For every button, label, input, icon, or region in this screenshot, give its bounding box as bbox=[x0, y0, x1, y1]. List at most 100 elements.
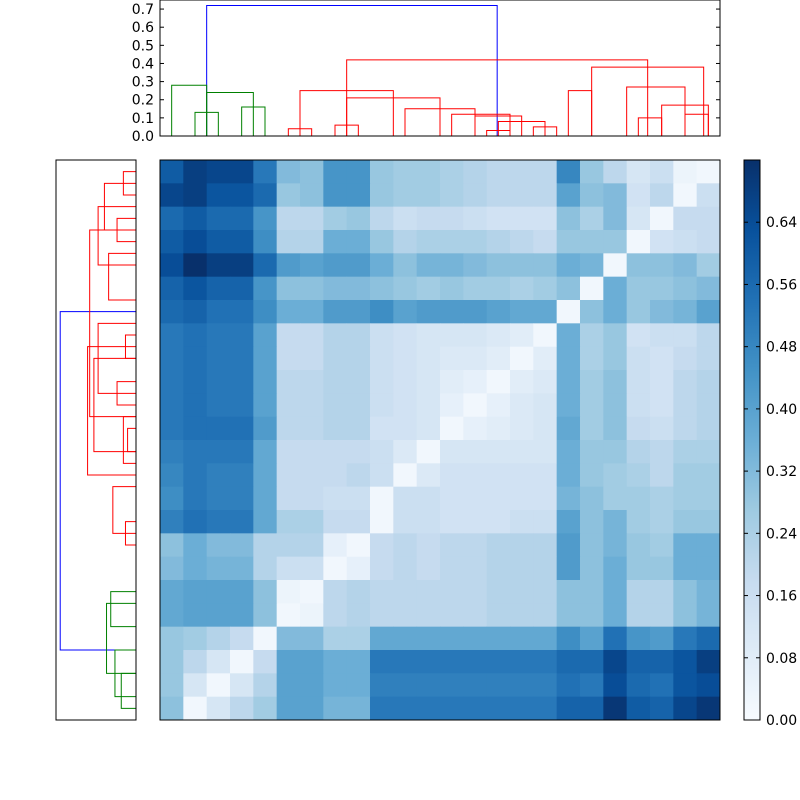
heatmap-cell bbox=[160, 556, 184, 581]
heatmap-cell bbox=[300, 486, 324, 511]
heatmap-cell bbox=[393, 696, 418, 721]
top-dendrogram-link bbox=[171, 84, 208, 136]
colorbar-tick-label: 0.16 bbox=[766, 589, 797, 605]
heatmap-cell bbox=[276, 603, 301, 628]
heatmap-cell bbox=[556, 276, 581, 301]
colorbar-tick-label: 0.32 bbox=[766, 464, 797, 480]
heatmap-cell bbox=[160, 463, 184, 488]
heatmap-cell bbox=[650, 580, 674, 604]
heatmap-cell bbox=[626, 253, 651, 278]
heatmap-cell bbox=[253, 580, 278, 604]
heatmap-cell bbox=[510, 486, 534, 511]
heatmap-cell bbox=[370, 393, 394, 418]
left-dendrogram-link bbox=[122, 171, 136, 196]
heatmap-cell bbox=[393, 230, 418, 254]
heatmap-cell bbox=[346, 510, 371, 534]
heatmap-cell bbox=[463, 486, 488, 511]
heatmap-cell bbox=[463, 160, 488, 184]
heatmap-cell bbox=[206, 463, 231, 488]
heatmap-cell bbox=[510, 370, 534, 394]
heatmap-cell bbox=[370, 230, 394, 254]
left-dendrogram-link bbox=[127, 427, 136, 453]
heatmap-cell bbox=[393, 580, 418, 604]
left-dendrogram-frame bbox=[55, 159, 137, 721]
heatmap-cell bbox=[370, 416, 394, 441]
heatmap-cell bbox=[626, 510, 651, 534]
heatmap-cell bbox=[346, 346, 371, 371]
heatmap-cell bbox=[253, 323, 278, 348]
heatmap-cell bbox=[486, 533, 511, 558]
heatmap-cell bbox=[510, 393, 534, 418]
heatmap-cell bbox=[370, 510, 394, 534]
heatmap-cell bbox=[323, 673, 348, 698]
heatmap-cell bbox=[510, 556, 534, 581]
heatmap-cell bbox=[603, 206, 628, 231]
heatmap-cell bbox=[323, 556, 348, 581]
heatmap-cell bbox=[206, 650, 231, 674]
heatmap-cell bbox=[230, 416, 254, 441]
top-dendrogram-ytick-label: 0.1 bbox=[132, 111, 154, 127]
heatmap-cell bbox=[533, 253, 558, 278]
heatmap-cell bbox=[440, 230, 464, 254]
heatmap-cell bbox=[300, 416, 324, 441]
heatmap-cell bbox=[673, 696, 698, 721]
heatmap-cell bbox=[323, 206, 348, 231]
heatmap-cell bbox=[300, 626, 324, 651]
heatmap-cell bbox=[626, 580, 651, 604]
heatmap-cell bbox=[463, 253, 488, 278]
heatmap-cell bbox=[183, 626, 208, 651]
heatmap-cell bbox=[463, 696, 488, 721]
heatmap-cell bbox=[346, 323, 371, 348]
top-dendrogram-link bbox=[299, 90, 394, 136]
heatmap-cell bbox=[416, 183, 441, 208]
heatmap-cell bbox=[580, 603, 604, 628]
colorbar-ticks: 0.00 0.08 0.16 0.24 0.32 0.40 0.48 0.56 0.64 bbox=[744, 215, 797, 729]
heatmap-cell bbox=[626, 556, 651, 581]
heatmap-cell bbox=[416, 650, 441, 674]
heatmap-cell bbox=[650, 416, 674, 441]
heatmap-cell bbox=[626, 206, 651, 231]
heatmap-cell bbox=[510, 183, 534, 208]
heatmap-cell bbox=[510, 650, 534, 674]
heatmap-cell bbox=[160, 533, 184, 558]
colorbar-tick-label: 0.00 bbox=[766, 713, 797, 729]
heatmap-cell bbox=[626, 673, 651, 698]
heatmap-cell bbox=[463, 276, 488, 301]
heatmap-cell bbox=[160, 603, 184, 628]
heatmap-cell bbox=[673, 253, 698, 278]
heatmap-cell bbox=[183, 486, 208, 511]
heatmap-cell bbox=[486, 323, 511, 348]
top-dendrogram-link bbox=[474, 115, 523, 136]
heatmap-cell bbox=[603, 556, 628, 581]
heatmap-cell bbox=[556, 580, 581, 604]
heatmap-cell bbox=[486, 416, 511, 441]
heatmap-cell bbox=[393, 300, 418, 324]
heatmap-cell bbox=[276, 580, 301, 604]
heatmap-cell bbox=[206, 486, 231, 511]
heatmap-cell bbox=[160, 673, 184, 698]
heatmap-cell bbox=[696, 416, 721, 441]
heatmap-cell bbox=[696, 486, 721, 511]
top-dendrogram-frame bbox=[159, 0, 721, 137]
heatmap-cell bbox=[580, 463, 604, 488]
heatmap-cell bbox=[346, 696, 371, 721]
heatmap-cell bbox=[440, 696, 464, 721]
heatmap-cell bbox=[160, 346, 184, 371]
heatmap-cell bbox=[696, 346, 721, 371]
heatmap-cell bbox=[183, 603, 208, 628]
heatmap-cell bbox=[440, 510, 464, 534]
heatmap-cell bbox=[183, 300, 208, 324]
heatmap-cell bbox=[276, 253, 301, 278]
heatmap-cell bbox=[370, 533, 394, 558]
heatmap-cell bbox=[230, 673, 254, 698]
heatmap-cell bbox=[276, 393, 301, 418]
heatmap-cell bbox=[650, 253, 674, 278]
left-dendrogram-link bbox=[59, 311, 136, 651]
heatmap-cell bbox=[486, 580, 511, 604]
heatmap-cell bbox=[370, 253, 394, 278]
heatmap-cell bbox=[440, 626, 464, 651]
heatmap-cell bbox=[253, 346, 278, 371]
heatmap-cell bbox=[276, 650, 301, 674]
heatmap-cell bbox=[276, 510, 301, 534]
heatmap-cell bbox=[183, 440, 208, 464]
